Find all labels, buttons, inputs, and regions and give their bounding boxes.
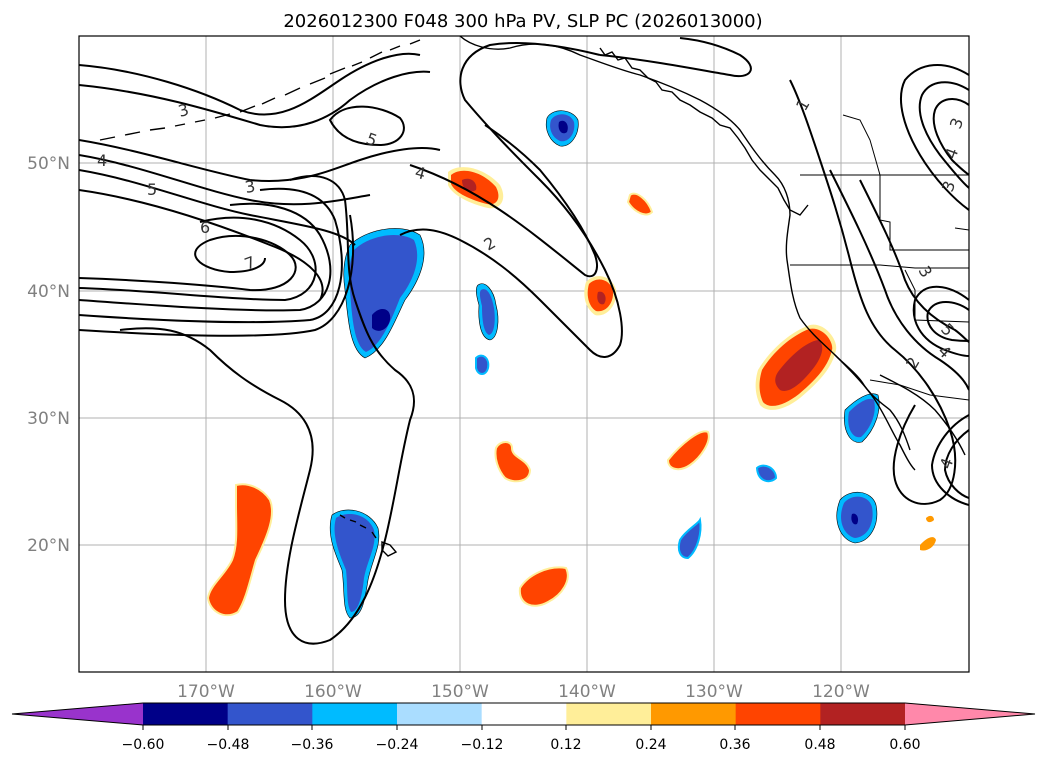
pv-positive-blob-north xyxy=(448,167,504,209)
mexico-coast xyxy=(879,374,966,456)
colorbar-tick-label: 0.36 xyxy=(719,737,750,753)
hawaii-islands xyxy=(339,514,398,557)
map-frame xyxy=(78,35,970,673)
colorbar-extend-low xyxy=(12,703,143,725)
lon-label-170w: 170°W xyxy=(177,682,235,702)
lat-label-40n: 40°N xyxy=(27,282,70,302)
lat-label-50n: 50°N xyxy=(27,154,70,174)
pv-positive-blob-tiny-east xyxy=(920,537,936,551)
pv-positive-blob-central xyxy=(584,276,617,316)
lon-label-150w: 150°W xyxy=(431,682,489,702)
colorbar-extend-high xyxy=(905,703,1035,725)
political-borders xyxy=(790,114,969,401)
colorbar-tick-label: 0.12 xyxy=(550,737,581,753)
lon-label-120w: 120°W xyxy=(812,682,870,702)
contour-label: 6 xyxy=(200,218,210,237)
pv-positive-blob-tiny-east-2 xyxy=(926,515,934,523)
colorbar-tick-label: 0.24 xyxy=(635,737,666,753)
contour-label: 3 xyxy=(243,176,256,196)
colorbar-tick-label: −0.24 xyxy=(376,737,419,753)
pv-negative-blob-small-2 xyxy=(475,354,490,375)
lon-label-140w: 140°W xyxy=(558,682,616,702)
colorbar-tick-label: −0.60 xyxy=(122,737,165,753)
canada-coast-islands xyxy=(599,47,809,216)
contour-label: 3 xyxy=(176,100,191,121)
pv-positive-blob-small-north xyxy=(626,192,654,216)
lat-label-20n: 20°N xyxy=(27,536,70,556)
lat-label-30n: 30°N xyxy=(27,409,70,429)
colorbar-tick-label: −0.48 xyxy=(207,737,250,753)
pv-negative-blob-baja xyxy=(844,393,880,443)
colorbar-ticks xyxy=(142,725,906,730)
colorbar-segment xyxy=(735,703,821,725)
pv-positive-blob-southwest xyxy=(206,483,274,617)
colorbar-tick-label: −0.12 xyxy=(461,737,504,753)
lon-label-130w: 130°W xyxy=(685,682,743,702)
pv-negative-blob-tiny-1 xyxy=(755,464,778,483)
colorbar-segment xyxy=(227,703,313,725)
colorbar-segment xyxy=(481,703,567,725)
contour-label: 4 xyxy=(413,163,428,184)
baja-california xyxy=(834,354,916,471)
colorbar-tick-label: 0.60 xyxy=(889,737,920,753)
colorbar-segment xyxy=(566,703,652,725)
pv-negative-blob-tiny-2 xyxy=(677,516,702,560)
pv-positive-blob-south xyxy=(518,566,569,607)
alaska-coast xyxy=(459,36,911,451)
coastlines xyxy=(99,36,966,557)
contour-label: 5 xyxy=(147,180,157,199)
pv-positive-blob-mid xyxy=(494,441,532,483)
pv-negative-blob-small-1 xyxy=(475,283,499,341)
pv-positive-blob-california xyxy=(755,324,837,410)
gridlines xyxy=(79,36,969,672)
colorbar-segment xyxy=(651,703,737,725)
colorbar-segment xyxy=(143,703,229,725)
colorbar-segments xyxy=(12,703,1035,725)
lon-label-160w: 160°W xyxy=(304,682,362,702)
pv-positive-blob-east-mid xyxy=(666,430,710,471)
map-panel: 3 4 5 6 7 5 4 3 2 1 3 3 4 5 4 2 3 4 xyxy=(78,35,970,673)
figure-title: 2026012300 F048 300 hPa PV, SLP PC (2026… xyxy=(283,11,762,32)
colorbar-tick-labels: −0.60 −0.48 −0.36 −0.24 −0.12 0.12 0.24 … xyxy=(122,737,921,753)
positive-pv-anomalies xyxy=(206,167,936,617)
latitude-labels: 50°N 40°N 30°N 20°N xyxy=(27,154,70,556)
pv-negative-blob-hawaii xyxy=(329,509,380,619)
map-background xyxy=(79,36,969,672)
pv-negative-blob-gulf xyxy=(545,110,579,147)
longitude-labels: 170°W 160°W 150°W 140°W 130°W 120°W xyxy=(177,682,870,702)
contour-label: 4 xyxy=(97,151,107,170)
slp-contours xyxy=(79,37,969,645)
colorbar-tick-label: 0.48 xyxy=(804,737,835,753)
colorbar: −0.60 −0.48 −0.36 −0.24 −0.12 0.12 0.24 … xyxy=(11,702,1036,753)
colorbar-segment xyxy=(397,703,483,725)
colorbar-segment xyxy=(312,703,398,725)
aleutian-chain xyxy=(99,39,421,141)
colorbar-tick-label: −0.36 xyxy=(291,737,334,753)
pv-negative-blob-south xyxy=(836,492,878,544)
colorbar-segment xyxy=(820,703,906,725)
